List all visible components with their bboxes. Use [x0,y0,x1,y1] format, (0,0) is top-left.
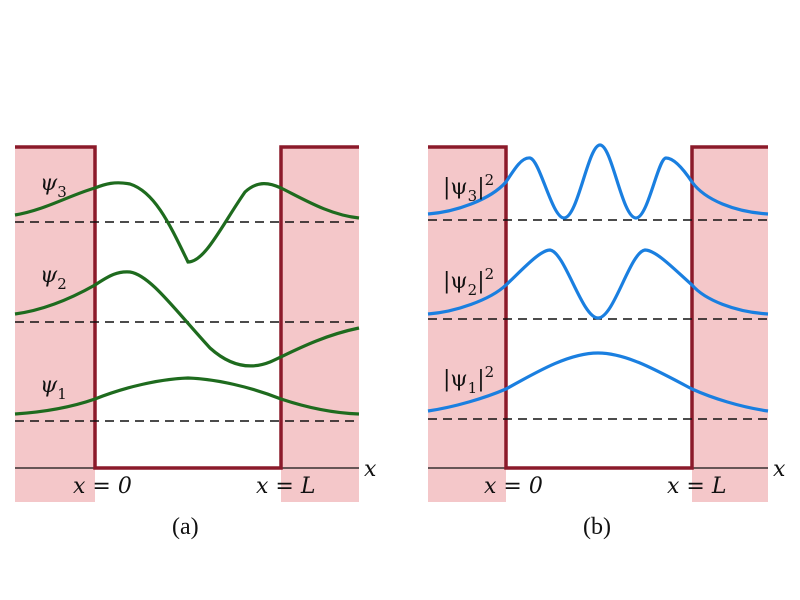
panel-b-left-wall-label: x = 0 [484,474,543,499]
panel-a-left-wall-label: x = 0 [73,474,132,499]
panel-b-caption: (b) [583,514,611,540]
panel-a-psi-3-label: ψ3 [40,171,67,201]
panel-b: |ψ3|2 |ψ2|2 |ψ1|2 x x = 0 x = L (b) [427,143,786,540]
panel-b-prob-1-curve [427,351,769,413]
panel-b-prob-2-curve [427,248,769,320]
panel-a-psi-3-curve [14,181,360,264]
panel-a-caption: (a) [172,514,199,540]
panel-a-well-outline [15,145,359,470]
panel-a: ψ3 ψ2 ψ1 x x = 0 x = L (a) [14,145,377,540]
panel-a-psi-2-label: ψ2 [40,263,67,293]
panel-b-prob-3-label: |ψ3|2 [443,171,494,205]
panel-b-well-outline [428,145,768,470]
panel-a-left-barrier [15,147,95,502]
panel-b-x-axis-label: x [773,457,786,482]
panel-b-right-barrier [692,147,768,502]
panel-b-prob-3-curve [427,143,769,220]
panel-a-psi-1-label: ψ1 [40,373,67,403]
panel-a-right-barrier [281,147,359,502]
panel-a-x-axis-label: x [364,457,377,482]
panel-b-prob-2-label: |ψ2|2 [443,265,494,299]
panel-a-psi-2-curve [14,270,360,368]
panel-a-right-wall-label: x = L [256,474,315,499]
panel-b-right-wall-label: x = L [667,474,726,499]
panel-a-psi-1-curve [14,376,360,416]
panel-b-prob-1-label: |ψ1|2 [443,363,494,397]
